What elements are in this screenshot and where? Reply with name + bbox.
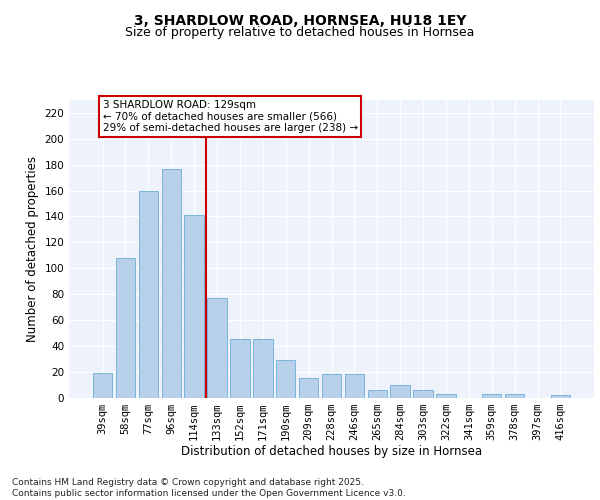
Text: 3, SHARDLOW ROAD, HORNSEA, HU18 1EY: 3, SHARDLOW ROAD, HORNSEA, HU18 1EY xyxy=(134,14,466,28)
Bar xyxy=(253,340,272,398)
Bar xyxy=(344,374,364,398)
Bar xyxy=(116,258,135,398)
Bar xyxy=(139,190,158,398)
Bar xyxy=(276,360,295,398)
Bar xyxy=(482,394,502,398)
X-axis label: Distribution of detached houses by size in Hornsea: Distribution of detached houses by size … xyxy=(181,446,482,458)
Bar xyxy=(322,374,341,398)
Y-axis label: Number of detached properties: Number of detached properties xyxy=(26,156,39,342)
Text: Size of property relative to detached houses in Hornsea: Size of property relative to detached ho… xyxy=(125,26,475,39)
Bar xyxy=(184,215,204,398)
Bar xyxy=(230,340,250,398)
Text: Contains HM Land Registry data © Crown copyright and database right 2025.
Contai: Contains HM Land Registry data © Crown c… xyxy=(12,478,406,498)
Bar xyxy=(93,373,112,398)
Bar xyxy=(391,384,410,398)
Bar xyxy=(161,168,181,398)
Bar xyxy=(436,394,455,398)
Bar xyxy=(208,298,227,398)
Text: 3 SHARDLOW ROAD: 129sqm
← 70% of detached houses are smaller (566)
29% of semi-d: 3 SHARDLOW ROAD: 129sqm ← 70% of detache… xyxy=(103,100,358,133)
Bar xyxy=(368,390,387,398)
Bar xyxy=(413,390,433,398)
Bar xyxy=(551,395,570,398)
Bar xyxy=(299,378,319,398)
Bar xyxy=(505,394,524,398)
